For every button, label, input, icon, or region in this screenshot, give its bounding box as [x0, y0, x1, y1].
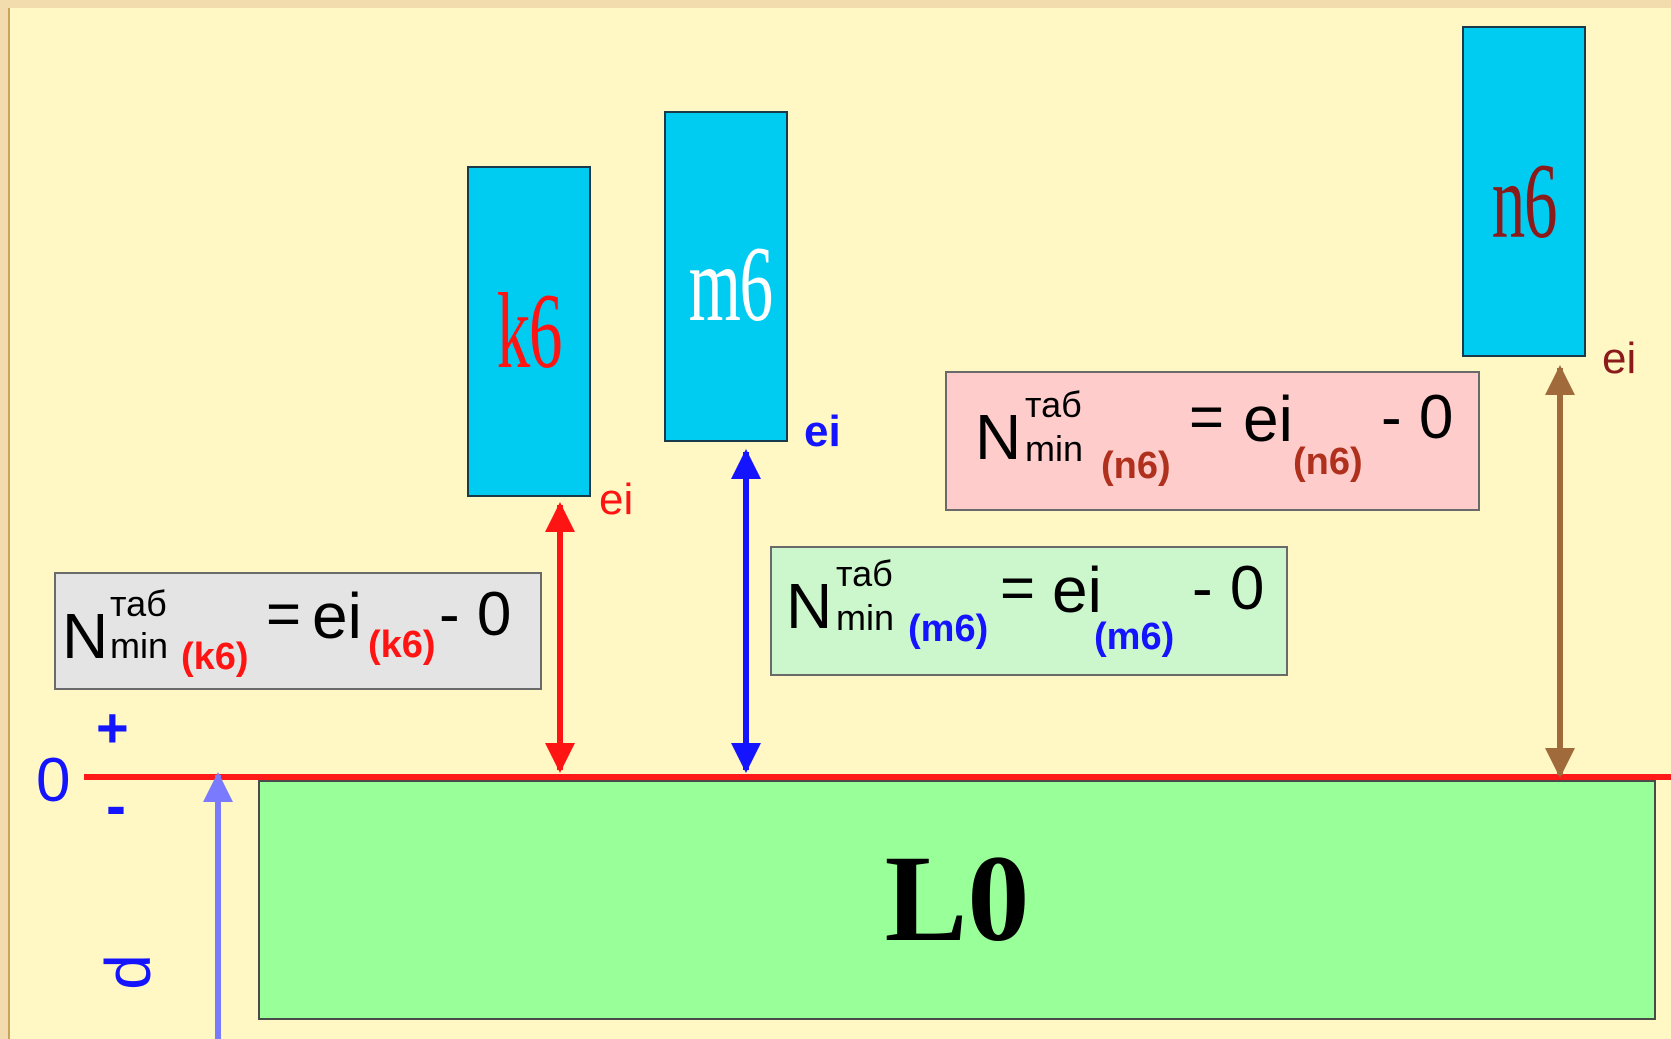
formula-box-k6: N таб min (k6) = ei (k6) - 0	[54, 572, 542, 690]
tolerance-block-k6: k6	[467, 166, 591, 497]
tolerance-block-n6: n6	[1462, 26, 1586, 357]
plus-label: +	[96, 696, 129, 759]
ei-label-n6: ei	[1602, 334, 1637, 383]
formula-m6-minus-zero: - 0	[1192, 554, 1265, 623]
formula-k6-minus-zero: - 0	[439, 580, 512, 649]
formula-n6-minus-zero: - 0	[1381, 383, 1454, 452]
block-label-m6: m6	[688, 225, 773, 344]
formula-box-n6: N таб min (n6) = ei (n6) - 0	[945, 371, 1480, 511]
tolerance-block-m6: m6	[664, 111, 788, 442]
block-label-k6: k6	[496, 272, 563, 391]
formula-m6-ei-tag: (m6)	[1094, 616, 1175, 658]
formula-k6-sup: таб	[110, 583, 167, 624]
formula-n6-sup: таб	[1025, 384, 1082, 425]
formula-m6-sup: таб	[836, 553, 893, 594]
minus-label: -	[106, 772, 126, 839]
base-label: L0	[884, 830, 1030, 967]
formula-k6-tag: (k6)	[181, 636, 249, 678]
formula-k6-N: N	[62, 600, 109, 672]
d-label: d	[91, 954, 164, 990]
formula-n6-N: N	[975, 401, 1022, 473]
formula-m6-tag: (m6)	[908, 608, 989, 650]
formula-m6-ei: ei	[1052, 554, 1102, 626]
formula-n6-sub: min	[1025, 428, 1084, 469]
ei-label-k6: ei	[599, 475, 634, 524]
formula-box-m6: N таб min (m6) = ei (m6) - 0	[770, 546, 1288, 676]
formula-k6-ei: ei	[312, 580, 362, 652]
formula-n6-tag: (n6)	[1101, 445, 1171, 487]
formula-n6-ei-tag: (n6)	[1293, 441, 1363, 483]
block-label-n6: n6	[1491, 142, 1558, 261]
formula-m6-eq: =	[1000, 554, 1036, 621]
formula-k6-sub: min	[110, 625, 169, 666]
formula-n6-eq: =	[1189, 383, 1225, 450]
formula-k6-eq: =	[266, 580, 302, 647]
formula-m6-N: N	[786, 570, 833, 642]
zero-label: 0	[36, 746, 71, 815]
ei-label-m6: ei	[804, 407, 841, 456]
base-field-l0: L0	[258, 780, 1656, 1020]
formula-m6-sub: min	[836, 597, 895, 638]
formula-n6-ei: ei	[1243, 383, 1293, 455]
formula-k6-ei-tag: (k6)	[368, 624, 436, 666]
